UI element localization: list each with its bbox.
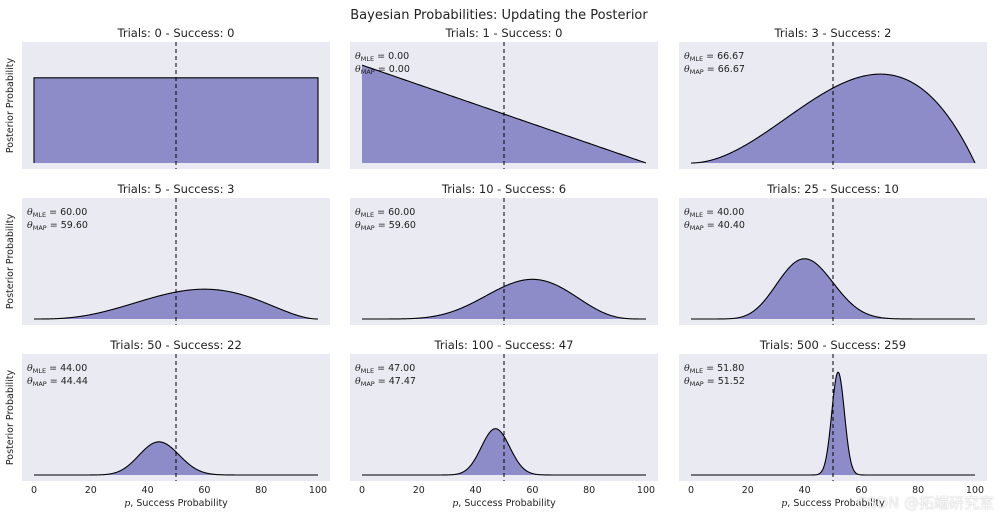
x-tick-label: 0 [359, 485, 365, 496]
x-tick-label: 20 [742, 485, 754, 496]
x-tick-label: 40 [142, 485, 154, 496]
posterior-area [691, 74, 975, 163]
panel-title: Trials: 10 - Success: 6 [441, 182, 566, 196]
panel-title: Trials: 50 - Success: 22 [109, 338, 242, 352]
y-axis-label: Posterior Probability [5, 214, 16, 310]
map-annotation: θMAP = 66.67 [684, 64, 745, 76]
x-axis-label: p, Success Probability [124, 498, 228, 509]
y-axis-label: Posterior Probability [5, 370, 16, 466]
x-axis-label: p, Success Probability [452, 498, 556, 509]
mle-annotation: θMLE = 51.80 [684, 363, 744, 375]
mle-annotation: θMLE = 40.00 [684, 207, 744, 219]
figure-title: Bayesian Probabilities: Updating the Pos… [350, 8, 648, 23]
x-tick-label: 40 [799, 485, 811, 496]
x-tick-label: 100 [966, 485, 984, 496]
panel-6: Trials: 25 - Success: 10 θMLE = 40.00θMAP… [679, 182, 987, 325]
posterior-line [34, 441, 318, 476]
panel-title: Trials: 100 - Success: 47 [434, 338, 574, 352]
y-axis-label: Posterior Probability [5, 58, 16, 154]
posterior-line [691, 371, 975, 476]
posterior-area [691, 372, 975, 475]
x-tick-label: 20 [413, 485, 425, 496]
map-annotation: θMAP = 59.60 [355, 220, 416, 232]
x-tick-label: 100 [309, 485, 327, 496]
x-tick-label: 80 [255, 485, 267, 496]
map-annotation: θMAP = 0.00 [355, 64, 410, 76]
x-tick-label: 60 [855, 485, 867, 496]
map-annotation: θMAP = 44.44 [27, 376, 88, 388]
x-tick-label: 60 [198, 485, 210, 496]
panel-1: Trials: 0 - Success: 0 Posterior Probabil… [5, 26, 330, 169]
mle-annotation: θMLE = 66.67 [684, 51, 744, 63]
panel-title: Trials: 5 - Success: 3 [117, 182, 235, 196]
x-tick-label: 0 [31, 485, 37, 496]
posterior-line [362, 428, 646, 476]
panel-9: Trials: 500 - Success: 259 θMLE = 51.80θM… [679, 338, 987, 509]
x-tick-label: 100 [637, 485, 655, 496]
panel-title: Trials: 500 - Success: 259 [759, 338, 906, 352]
mle-annotation: θMLE = 60.00 [355, 207, 415, 219]
x-tick-label: 0 [688, 485, 694, 496]
x-tick-label: 60 [526, 485, 538, 496]
x-tick-label: 80 [583, 485, 595, 496]
x-axis-label: p, Success Probability [781, 498, 885, 509]
panel-7: Trials: 50 - Success: 22 θMLE = 44.00θMAP… [5, 338, 330, 509]
x-tick-label: 40 [470, 485, 482, 496]
panel-title: Trials: 25 - Success: 10 [766, 182, 899, 196]
map-annotation: θMAP = 40.40 [684, 220, 745, 232]
mle-annotation: θMLE = 60.00 [27, 207, 87, 219]
panel-5: Trials: 10 - Success: 6 θMLE = 60.00θMAP … [350, 182, 658, 325]
map-annotation: θMAP = 47.47 [355, 376, 416, 388]
watermark: CSDN @拓端研究室 [856, 494, 994, 512]
map-annotation: θMAP = 51.52 [684, 376, 745, 388]
map-annotation: θMAP = 59.60 [27, 220, 88, 232]
panel-8: Trials: 100 - Success: 47 θMLE = 47.00θMA… [350, 338, 658, 509]
x-tick-label: 80 [912, 485, 924, 496]
posterior-area [34, 441, 318, 475]
mle-annotation: θMLE = 47.00 [355, 363, 415, 375]
panel-title: Trials: 0 - Success: 0 [117, 26, 235, 40]
panel-title: Trials: 3 - Success: 2 [774, 26, 892, 40]
posterior-line [362, 278, 646, 320]
posterior-area [362, 428, 646, 475]
mle-annotation: θMLE = 0.00 [355, 51, 409, 63]
mle-annotation: θMLE = 44.00 [27, 363, 87, 375]
panels-group: Trials: 0 - Success: 0 Posterior Probabil… [5, 26, 987, 509]
x-tick-label: 20 [85, 485, 97, 496]
panel-title: Trials: 1 - Success: 0 [445, 26, 563, 40]
